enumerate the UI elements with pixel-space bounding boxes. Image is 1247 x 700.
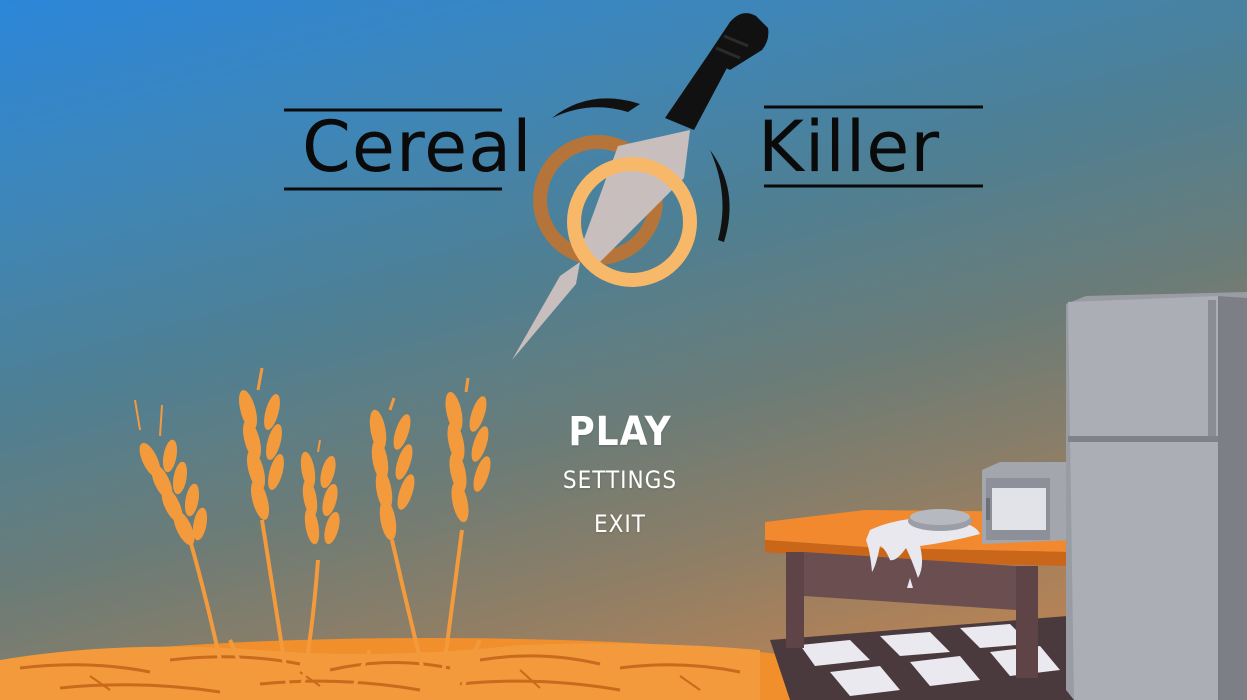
title-word-cereal: Cereal <box>302 106 533 188</box>
settings-button[interactable]: SETTINGS <box>562 466 678 494</box>
knife-through-cereal-rings-icon <box>512 13 769 360</box>
title-lines <box>284 105 983 191</box>
wheat-head <box>300 439 340 545</box>
spilled-milk <box>866 509 980 648</box>
title-word-killer: Killer <box>758 106 941 188</box>
exit-button[interactable]: EXIT <box>594 510 646 538</box>
microwave <box>982 462 1072 544</box>
wheat-head <box>134 399 208 546</box>
refrigerator <box>1066 292 1247 700</box>
wheat-head <box>369 397 415 541</box>
wheat-head <box>238 367 284 520</box>
main-menu: PLAY SETTINGS EXIT <box>520 404 720 548</box>
play-button[interactable]: PLAY <box>568 409 672 455</box>
wheat-field <box>134 367 491 699</box>
wheat-head <box>445 377 491 523</box>
